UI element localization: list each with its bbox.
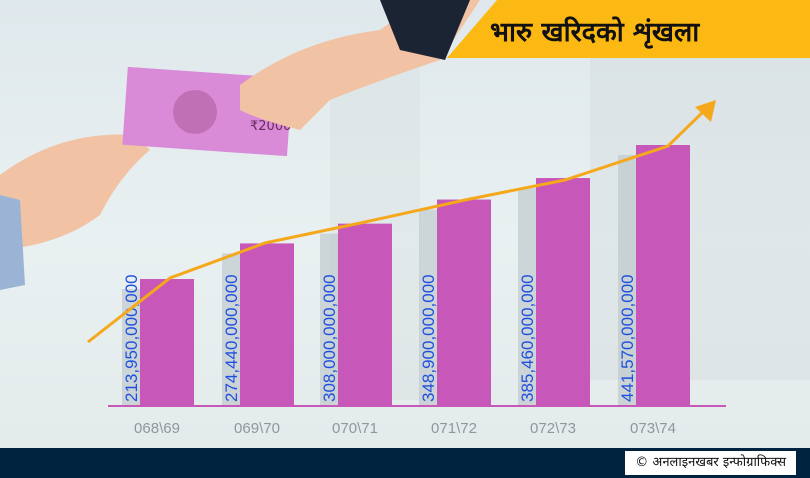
bar-shadow [618,155,636,405]
bar-shadow [419,209,437,405]
value-label: 385,460,000,000 [518,274,537,402]
category-label: 071\72 [431,420,477,437]
trend-arrow [87,108,707,344]
chart-title: भारु खरिदको शृंखला [490,17,700,48]
bar-5 [636,145,690,405]
hand-left [0,134,150,290]
bar-2 [338,223,392,405]
value-label: 308,000,000,000 [320,274,339,402]
bar-shadow [222,253,240,405]
bar-1 [240,243,294,405]
value-label: 213,950,000,000 [122,274,141,402]
category-label: 069\70 [234,420,280,437]
title-band [447,0,810,58]
credit: © अनलाइनखबर इन्फोग्राफिक्स [625,451,796,475]
bar-shadow [320,233,338,405]
bar-3 [437,199,491,405]
category-label: 070\71 [332,420,378,437]
bar-4 [536,178,590,405]
hand-right [240,0,480,130]
value-label: 441,570,000,000 [618,274,637,402]
category-label: 073\74 [630,420,676,437]
category-label: 068\69 [134,420,180,437]
category-label: 072\73 [530,420,576,437]
bar-shadow [122,289,140,405]
arrow-head-icon [695,100,716,122]
value-label: 348,900,000,000 [419,274,438,402]
value-label: 274,440,000,000 [222,274,241,402]
bar-0 [140,279,194,405]
bar-shadow [518,188,536,405]
